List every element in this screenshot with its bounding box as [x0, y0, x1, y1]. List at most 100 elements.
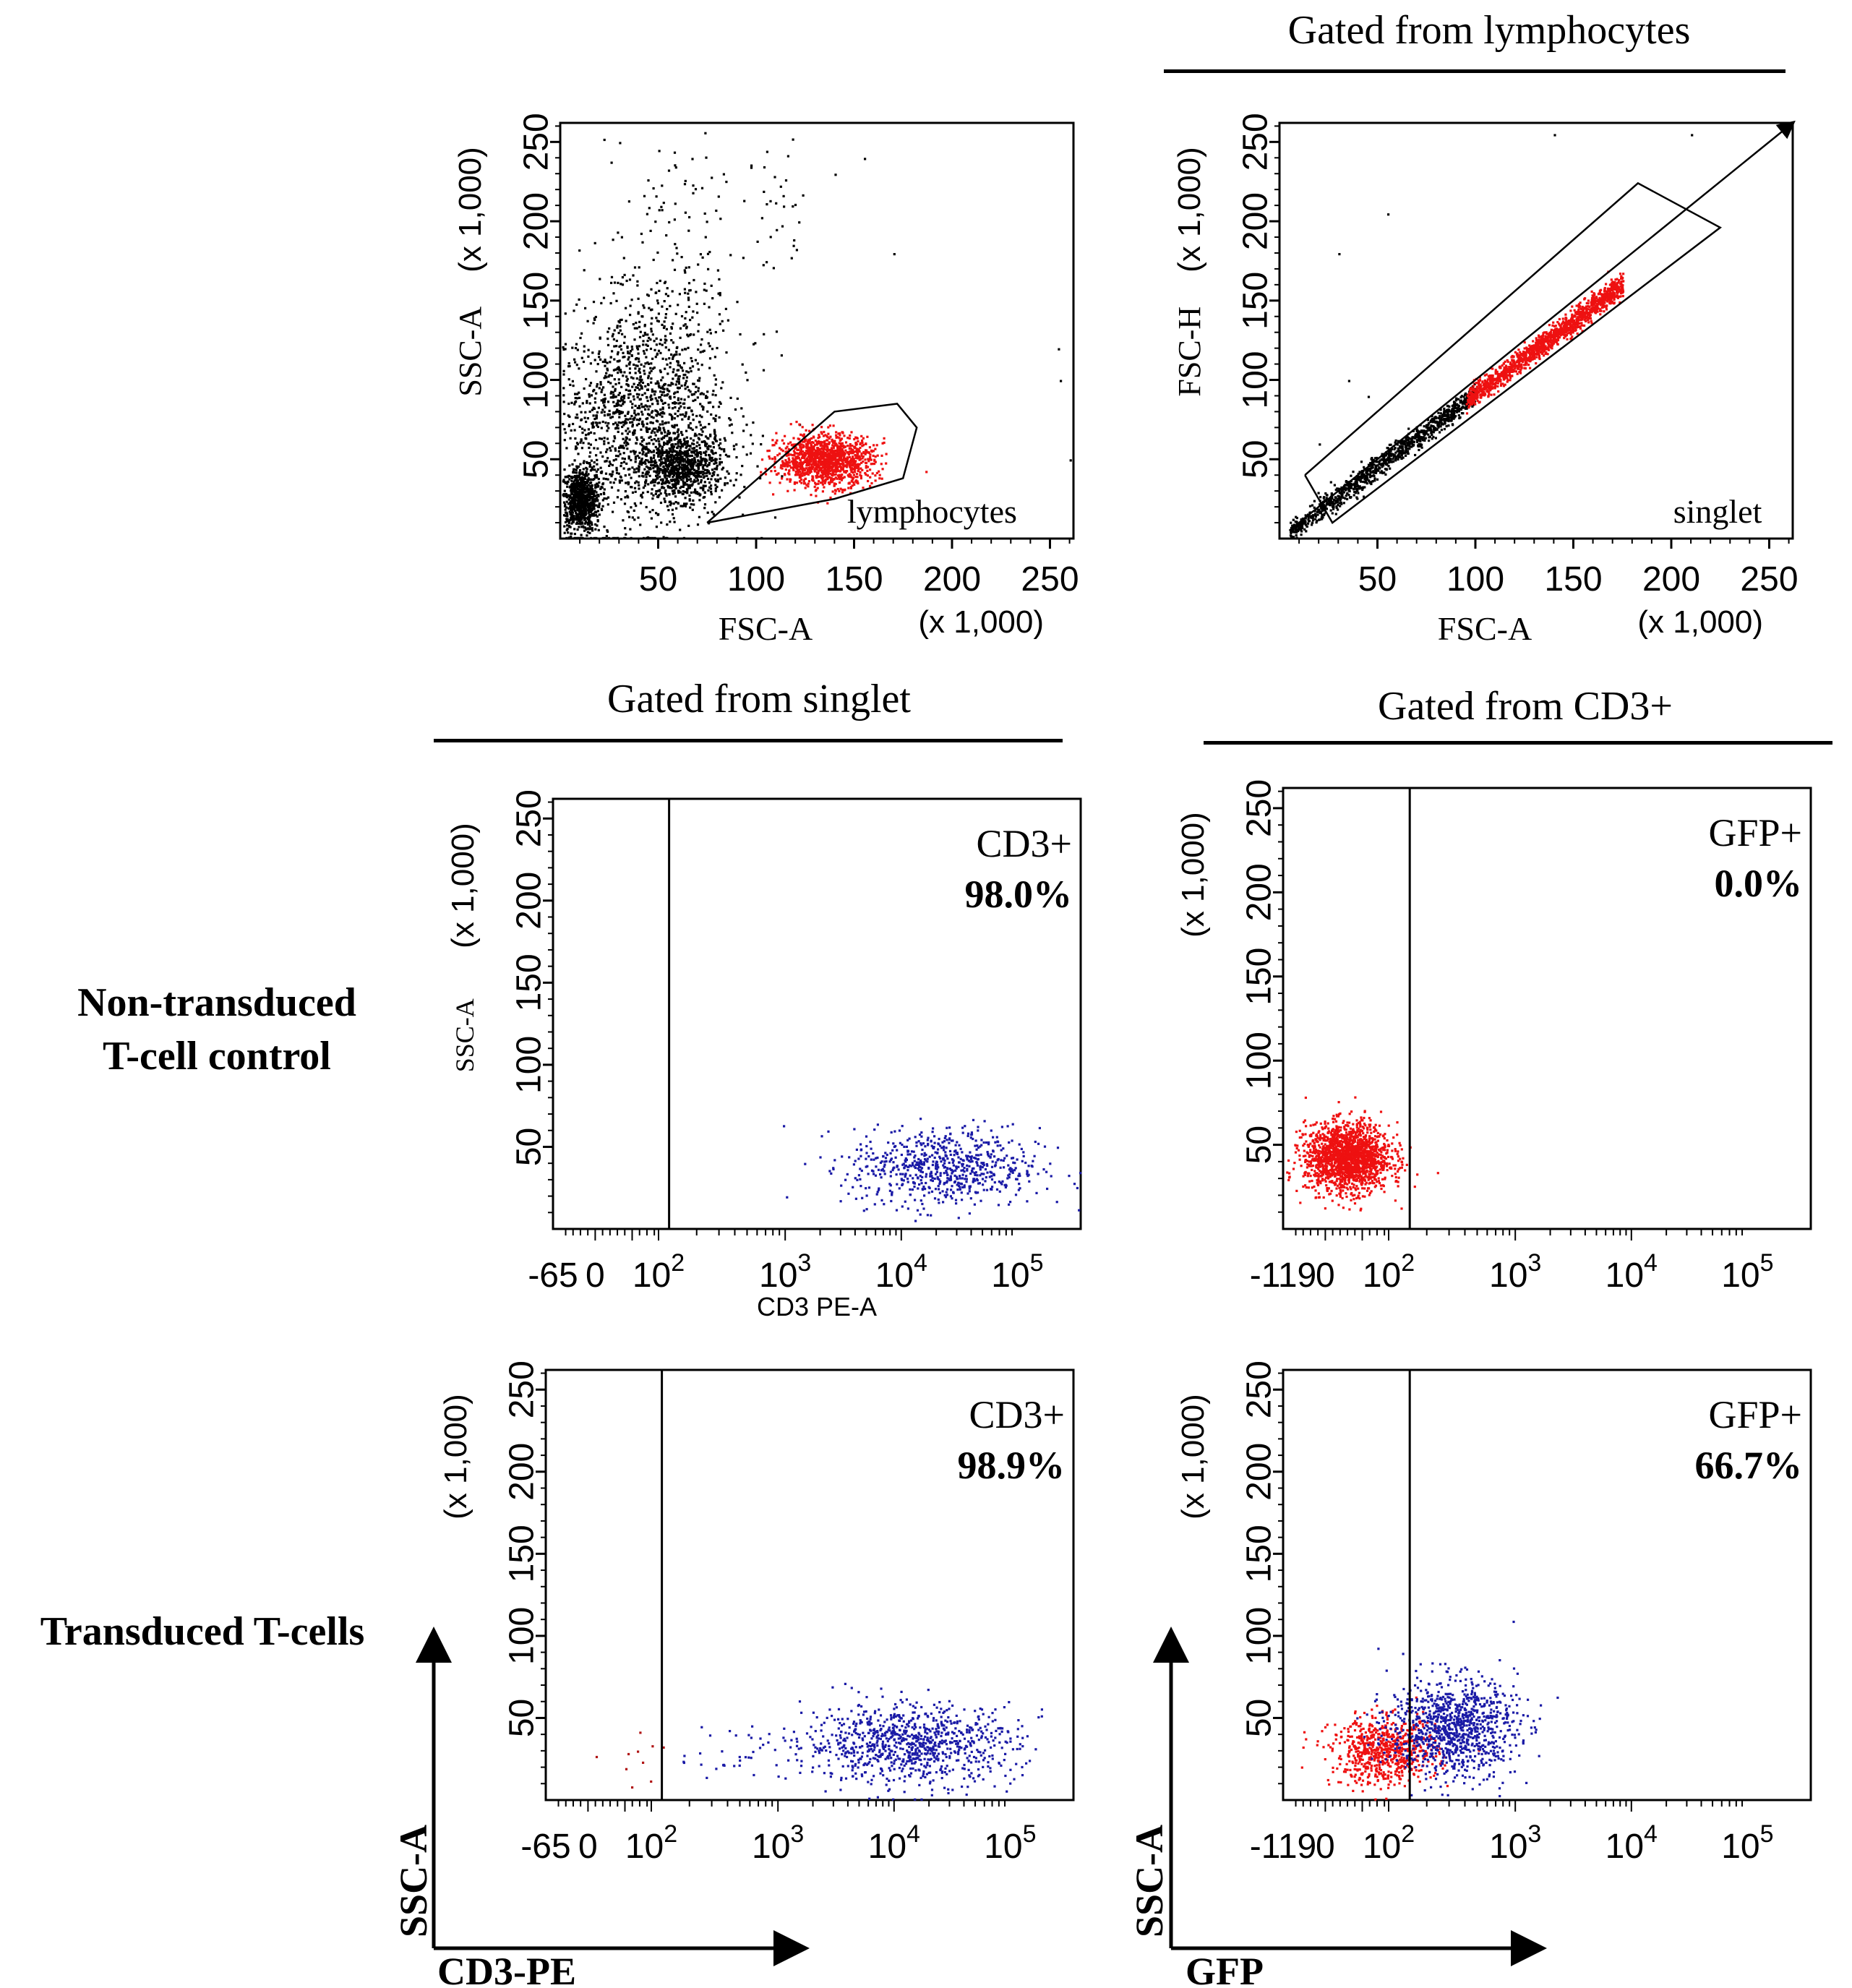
data-point — [573, 468, 576, 471]
data-point — [661, 482, 664, 486]
data-point — [664, 458, 667, 460]
data-point — [651, 421, 654, 424]
data-point — [640, 458, 643, 460]
data-point — [598, 356, 601, 359]
data-point — [719, 294, 721, 296]
data-point — [821, 469, 824, 472]
data-point — [857, 468, 860, 471]
data-point — [586, 505, 589, 507]
data-point — [571, 505, 574, 508]
data-point — [687, 305, 690, 308]
data-point — [669, 520, 672, 523]
data-point — [687, 463, 690, 466]
data-point — [1412, 440, 1415, 443]
data-point — [708, 345, 711, 348]
data-point — [675, 373, 678, 376]
data-point — [659, 390, 662, 393]
data-point — [640, 458, 643, 461]
data-point — [659, 371, 662, 374]
data-point — [661, 184, 664, 187]
data-point — [695, 302, 698, 305]
data-point — [623, 442, 626, 445]
data-point — [601, 536, 604, 539]
data-point — [656, 448, 659, 451]
data-point — [663, 394, 666, 397]
data-point — [706, 474, 708, 477]
data-point — [587, 348, 590, 351]
data-point — [1329, 509, 1332, 512]
data-point — [657, 349, 661, 352]
data-point — [601, 388, 604, 391]
data-point — [1058, 348, 1060, 351]
data-point — [564, 508, 567, 511]
data-point — [573, 515, 575, 518]
data-point — [603, 488, 606, 491]
data-point — [667, 403, 670, 406]
data-point — [854, 441, 857, 445]
data-point — [686, 464, 689, 467]
data-point — [675, 247, 678, 249]
data-point — [691, 428, 694, 432]
data-point — [838, 489, 841, 492]
data-point — [839, 450, 842, 453]
data-point — [787, 457, 790, 460]
data-point — [682, 480, 685, 483]
data-point — [661, 385, 664, 388]
data-point — [676, 415, 680, 418]
data-point — [585, 517, 588, 520]
data-point — [679, 401, 682, 404]
data-point — [708, 306, 711, 309]
data-point — [635, 471, 638, 474]
data-point — [1460, 406, 1463, 409]
data-point — [660, 462, 663, 465]
data-point — [689, 445, 692, 448]
data-point — [660, 387, 663, 390]
data-point — [626, 447, 629, 450]
data-point — [854, 463, 857, 466]
data-point — [627, 356, 630, 359]
data-point — [862, 487, 865, 489]
data-point — [676, 390, 679, 393]
data-point — [1304, 523, 1307, 526]
data-point — [659, 475, 661, 479]
data-point — [849, 487, 852, 489]
data-point — [845, 466, 849, 468]
data-point — [708, 458, 711, 461]
data-point — [864, 458, 867, 461]
data-point — [614, 447, 617, 450]
data-point — [578, 519, 581, 522]
data-point — [872, 450, 875, 453]
data-point — [704, 451, 707, 454]
data-point — [562, 387, 565, 390]
data-point — [742, 445, 745, 448]
data-point — [653, 431, 656, 434]
data-point — [821, 466, 825, 468]
data-point — [844, 464, 846, 467]
data-point — [782, 194, 785, 197]
data-point — [708, 481, 711, 484]
data-point — [575, 489, 578, 492]
data-point — [833, 462, 836, 465]
y-tick-label: 50 — [518, 440, 556, 479]
data-point — [668, 475, 671, 478]
data-point — [578, 405, 581, 408]
data-point — [667, 451, 671, 454]
data-point — [587, 515, 590, 519]
data-point — [586, 500, 589, 503]
data-point — [687, 266, 690, 269]
data-point — [606, 367, 609, 370]
data-point — [619, 445, 622, 447]
data-point — [589, 485, 592, 488]
data-point — [1389, 450, 1392, 453]
data-point — [664, 476, 666, 479]
data-point — [666, 294, 669, 297]
data-point — [620, 318, 623, 321]
data-point — [799, 445, 802, 447]
data-point — [802, 444, 805, 447]
data-point — [827, 426, 830, 429]
data-point — [819, 474, 822, 477]
data-point — [584, 483, 587, 486]
data-point — [668, 481, 671, 484]
data-point — [689, 319, 692, 322]
data-point — [703, 491, 706, 494]
